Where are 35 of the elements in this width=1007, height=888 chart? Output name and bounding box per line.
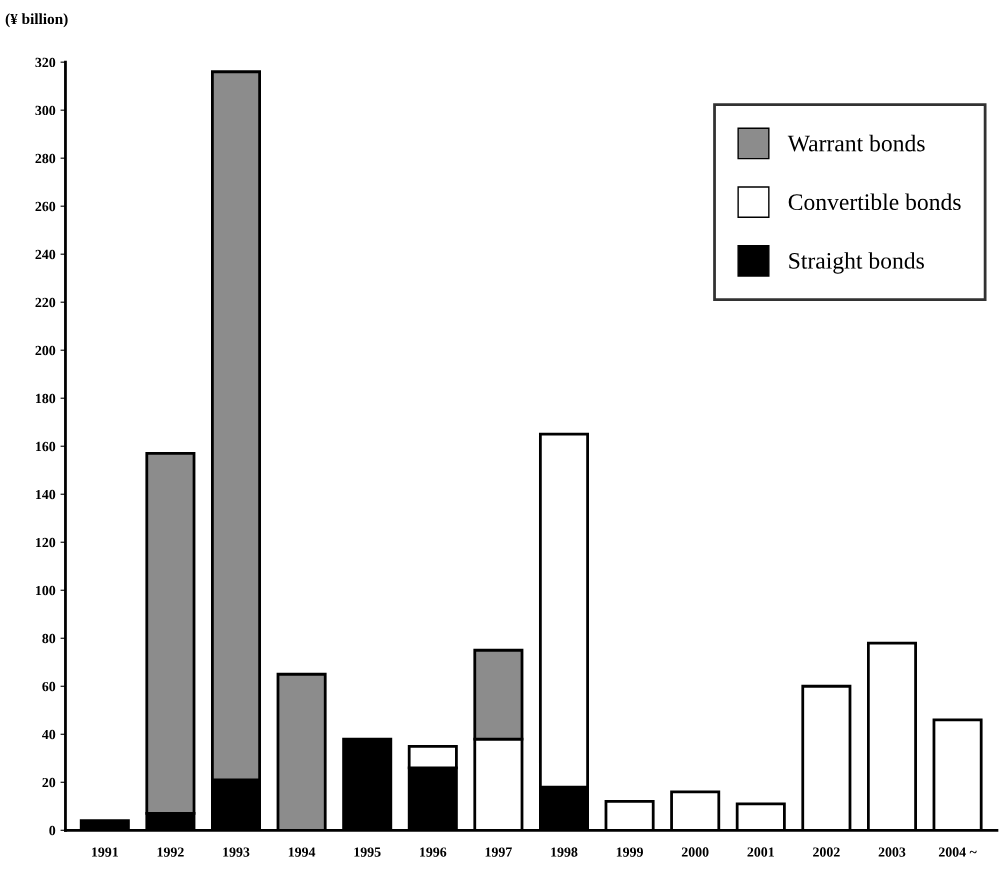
y-tick-label: 300 [35, 105, 56, 116]
x-tick-label: 2000 [681, 847, 709, 857]
legend-label: Convertible bonds [788, 193, 961, 211]
y-tick-label: 40 [42, 729, 56, 740]
y-tick-label: 260 [35, 201, 56, 212]
legend-label: Warrant bonds [787, 134, 925, 152]
y-tick-label: 80 [42, 633, 56, 644]
x-tick-label: 1991 [92, 847, 118, 857]
y-tick-label: 120 [36, 537, 56, 548]
y-tick-label: 320 [35, 57, 56, 68]
y-tick-label: 280 [35, 153, 56, 164]
x-tick-label: 1995 [354, 847, 381, 857]
y-axis-title: (¥ billion) [5, 13, 68, 28]
y-tick-label: 160 [36, 441, 56, 452]
x-tick-label: 1999 [616, 847, 643, 857]
x-tick-label: 2003 [878, 847, 906, 857]
y-tick-label: 180 [36, 393, 56, 404]
y-tick-label: 100 [36, 585, 56, 596]
x-tick-label: 1996 [420, 847, 447, 857]
y-tick-label: 240 [35, 249, 56, 260]
x-tick-label: 1998 [551, 847, 578, 857]
legend-label: Straight bonds [789, 252, 924, 274]
y-tick-label: 0 [49, 825, 56, 836]
x-tick-label: 2001 [747, 847, 774, 857]
y-tick-label: 140 [36, 489, 56, 500]
x-tick-label: 1992 [157, 847, 184, 857]
y-tick-label: 200 [35, 345, 56, 356]
y-tick-label: 60 [42, 681, 56, 692]
x-tick-label: 1997 [485, 847, 512, 857]
x-tick-label: 1994 [288, 847, 316, 857]
x-tick-label: 2002 [813, 847, 840, 857]
x-tick-label: 1993 [223, 847, 250, 857]
y-tick-label: 220 [35, 297, 56, 308]
y-tick-label: 20 [42, 777, 56, 788]
x-tick-label: 2004 ~ [938, 847, 977, 857]
